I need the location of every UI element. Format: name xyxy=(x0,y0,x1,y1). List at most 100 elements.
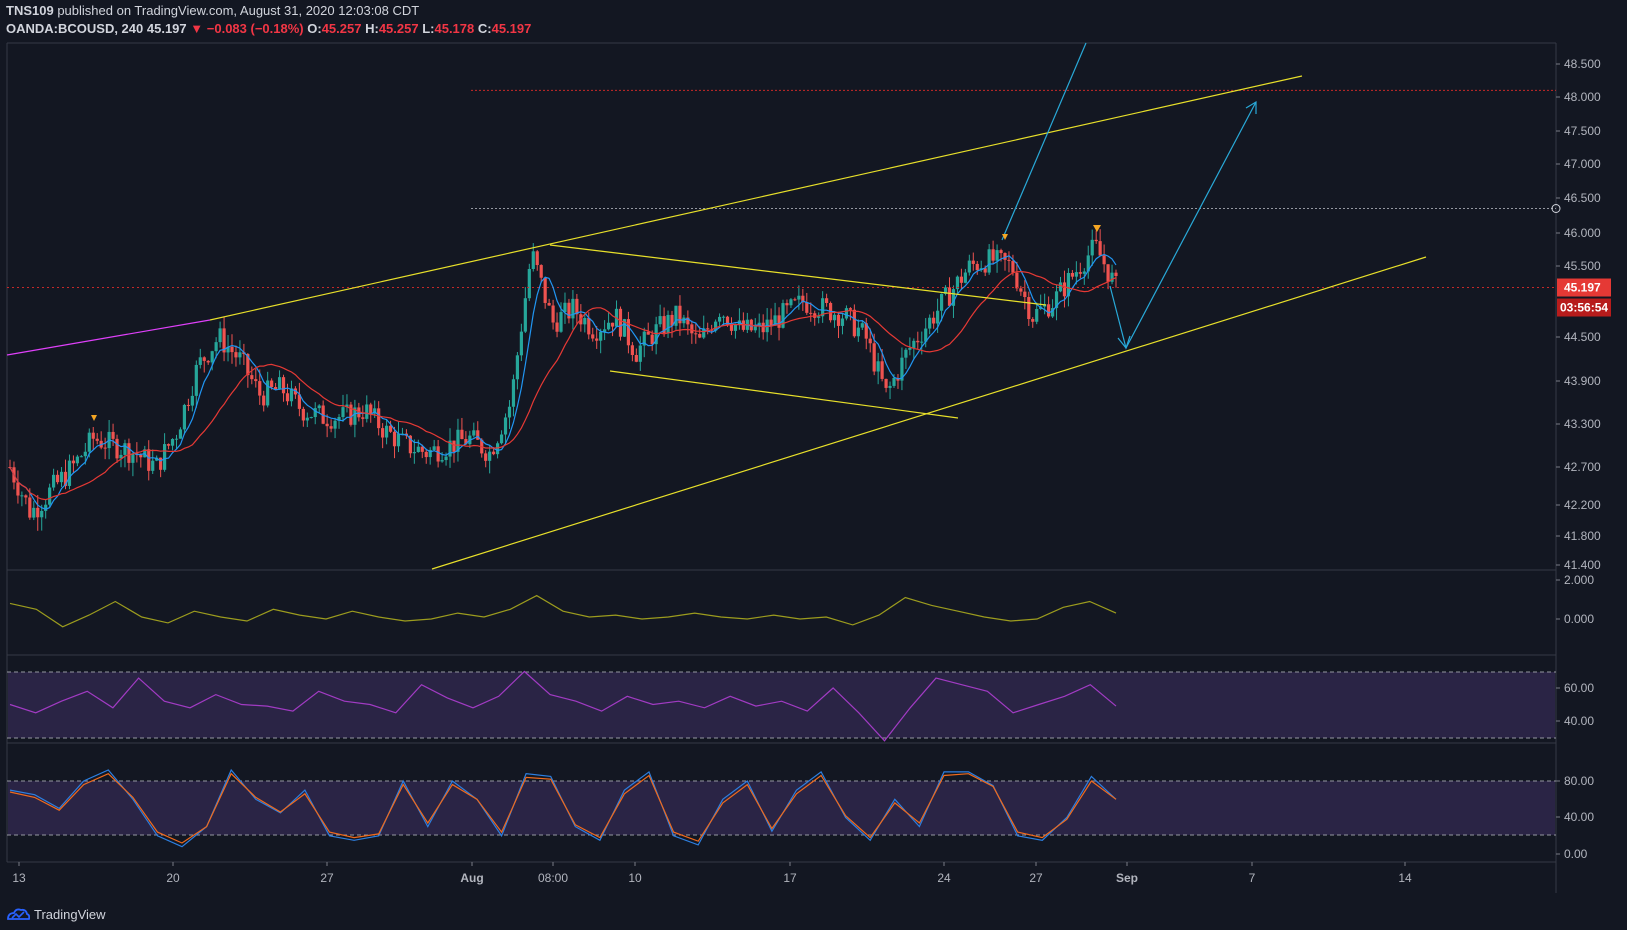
candle-body xyxy=(103,447,107,449)
candle-body xyxy=(880,361,884,379)
candle-body xyxy=(281,377,286,394)
candle xyxy=(1102,244,1106,273)
candle xyxy=(1015,261,1019,292)
candle-body xyxy=(305,417,309,421)
candle-body xyxy=(543,277,547,303)
candle xyxy=(301,406,305,427)
candle xyxy=(610,322,615,337)
close-value: 45.197 xyxy=(491,21,532,36)
indicator-line xyxy=(9,594,1117,628)
candle-body xyxy=(1015,272,1019,289)
candle-body xyxy=(912,340,916,348)
candle xyxy=(535,250,539,271)
candle xyxy=(932,311,936,329)
candle-body xyxy=(943,287,948,294)
candle xyxy=(388,420,393,433)
candle xyxy=(682,314,686,328)
candle xyxy=(591,327,595,342)
candle xyxy=(606,312,611,331)
candle xyxy=(147,440,151,481)
candle-body xyxy=(821,298,825,317)
projection-arrow-line xyxy=(1001,42,1087,241)
candle-body xyxy=(939,293,944,311)
time-tick-label: 20 xyxy=(166,871,180,885)
price-tick-label: 44.500 xyxy=(1564,330,1601,344)
arrowhead-up-icon xyxy=(1245,100,1257,114)
candle xyxy=(769,308,773,336)
candle-body xyxy=(781,303,785,328)
candle xyxy=(690,320,694,344)
candle-body xyxy=(1035,308,1039,322)
candle-body xyxy=(967,260,971,273)
candle xyxy=(1023,280,1027,310)
candle xyxy=(995,244,999,273)
candle xyxy=(36,494,40,531)
candle-body xyxy=(297,394,301,409)
candle-body xyxy=(634,355,638,362)
low-value: 45.178 xyxy=(434,21,475,36)
candle-body xyxy=(888,385,892,388)
candle-body xyxy=(194,364,198,396)
candle-body xyxy=(551,305,555,323)
candle-body xyxy=(123,443,127,455)
candle xyxy=(182,403,187,435)
time-tick-label: 13 xyxy=(12,871,26,885)
overbought-oversold-band xyxy=(8,672,1555,738)
candle-body xyxy=(706,328,710,330)
fast-moving-average-line xyxy=(9,253,1117,510)
time-tick-label: Sep xyxy=(1116,871,1138,885)
candle xyxy=(503,413,508,446)
candle-body xyxy=(182,404,187,430)
candle-body xyxy=(381,428,385,438)
indicator-tick-label: 40.00 xyxy=(1564,810,1594,824)
candle-body xyxy=(174,438,179,440)
candle xyxy=(567,298,571,324)
candle-body xyxy=(769,319,773,326)
candle xyxy=(178,427,183,439)
candle-body xyxy=(947,287,952,306)
candle xyxy=(686,310,690,335)
candle-body xyxy=(618,308,623,337)
candle xyxy=(852,304,856,338)
candle-body xyxy=(254,379,258,382)
author-name[interactable]: TNS109 xyxy=(6,3,54,18)
candle xyxy=(559,302,563,333)
candle-body xyxy=(139,454,143,458)
tradingview-logo[interactable]: TradingView xyxy=(6,904,106,924)
time-tick-label: 08:00 xyxy=(538,871,568,885)
candle-body xyxy=(860,323,864,328)
time-tick-label: 17 xyxy=(783,871,797,885)
candle-body xyxy=(591,334,595,339)
price-tick-label: 46.000 xyxy=(1564,226,1601,240)
candle xyxy=(341,394,345,422)
candle xyxy=(392,426,397,459)
candle xyxy=(206,359,210,365)
candle-body xyxy=(151,460,155,471)
candle xyxy=(654,316,658,355)
candle xyxy=(785,299,789,314)
candle-body xyxy=(273,387,278,390)
candle-body xyxy=(916,340,920,343)
candle-body xyxy=(951,289,956,306)
candle-body xyxy=(353,407,357,425)
chart-header: TNS109 published on TradingView.com, Aug… xyxy=(6,2,531,38)
candle-body xyxy=(210,351,214,363)
time-tick-label: Aug xyxy=(460,871,483,885)
candle xyxy=(87,428,91,458)
candle xyxy=(987,244,991,275)
candle-body xyxy=(519,331,523,356)
candle-body xyxy=(686,317,690,325)
candle-body xyxy=(424,451,428,458)
candle xyxy=(527,263,531,302)
candle xyxy=(246,353,250,388)
candle xyxy=(1027,291,1031,326)
candle xyxy=(424,448,428,464)
candle xyxy=(813,310,817,326)
candle-body xyxy=(702,328,706,338)
candle xyxy=(1062,270,1067,308)
candle-body xyxy=(170,439,175,446)
flag-upper-line xyxy=(549,244,1047,306)
candle-body xyxy=(40,510,44,518)
symbol-label[interactable]: OANDA:BCOUSD, 240 xyxy=(6,21,144,36)
